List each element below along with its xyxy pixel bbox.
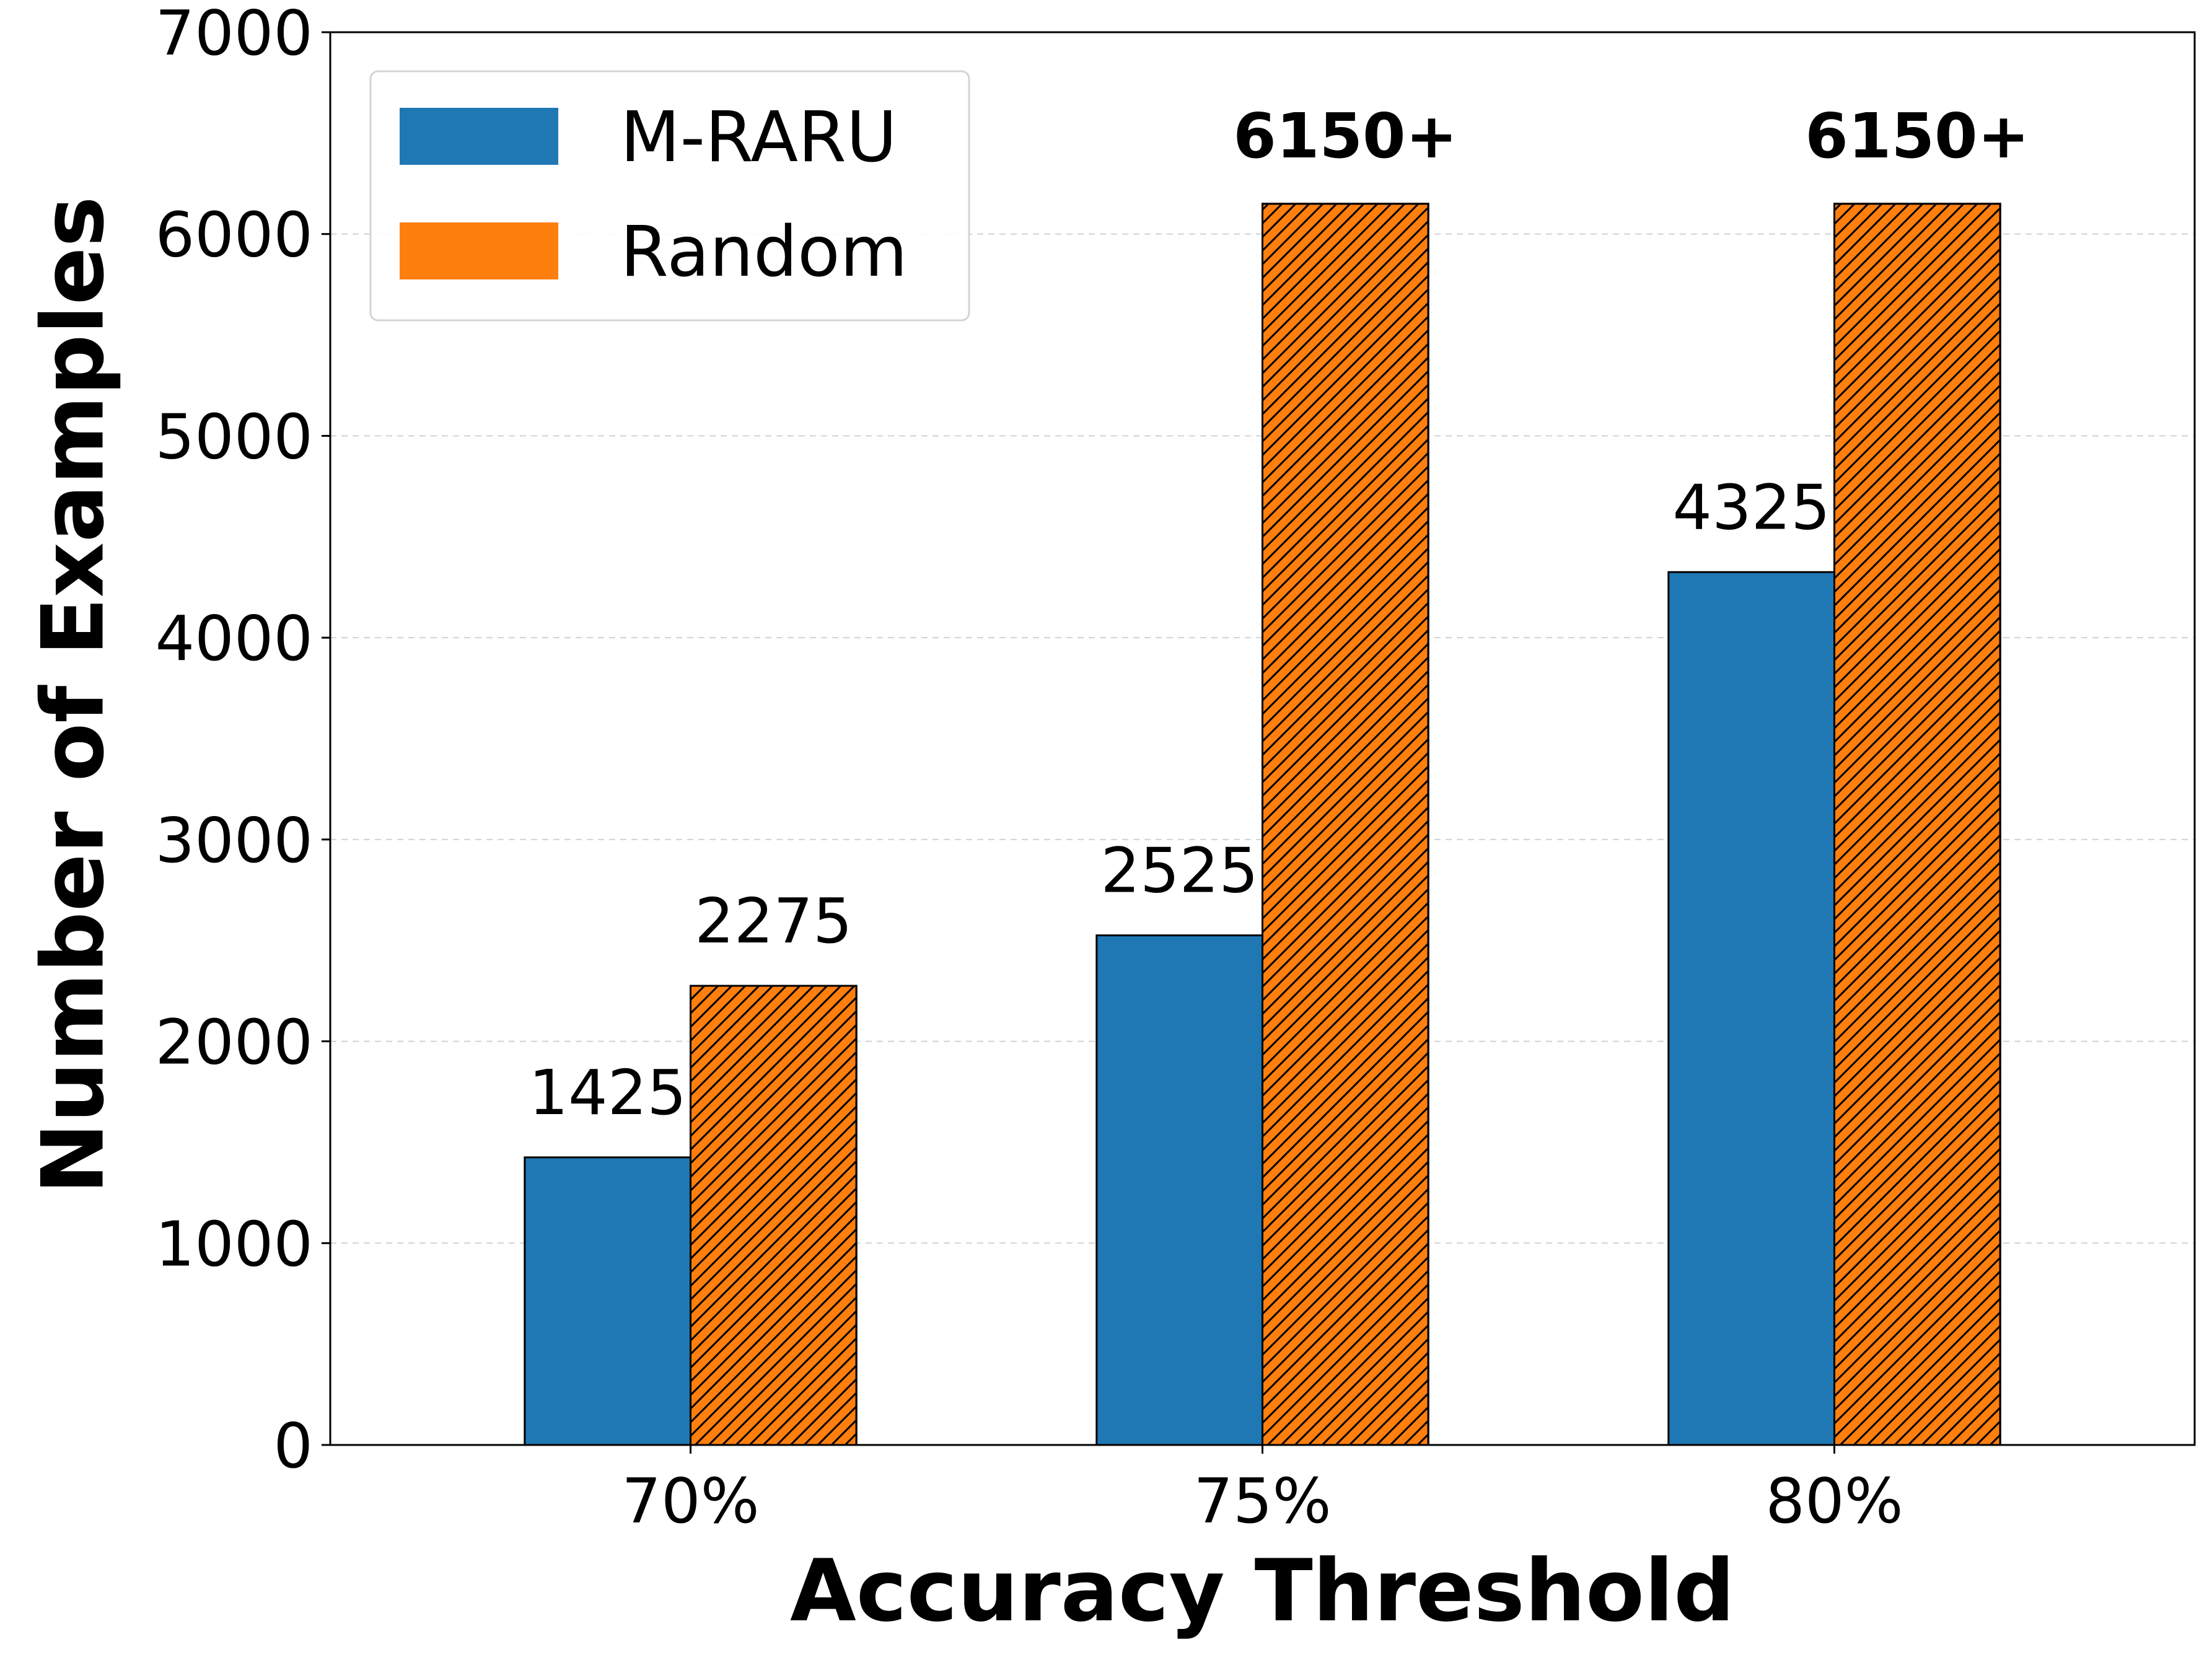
y-tick-label: 2000 bbox=[156, 1006, 314, 1079]
legend: M-RARU Random bbox=[369, 70, 970, 322]
bar-m-raru bbox=[1667, 571, 1836, 1446]
bar-hatch-random bbox=[1833, 203, 2001, 1446]
x-axis-title: Accuracy Threshold bbox=[790, 1541, 1735, 1641]
bar-value-label: 2275 bbox=[695, 885, 853, 957]
bars bbox=[524, 203, 2001, 1446]
legend-swatch-m-raru bbox=[400, 108, 558, 165]
bar-value-label: 2525 bbox=[1100, 835, 1258, 907]
x-tick-label: 75% bbox=[1193, 1465, 1331, 1537]
bar-value-label: 6150+ bbox=[1233, 100, 1457, 172]
bar-value-label: 1425 bbox=[529, 1056, 687, 1129]
legend-label-m-raru: M-RARU bbox=[620, 97, 897, 178]
bar-value-label: 4325 bbox=[1672, 471, 1830, 543]
bar-labels: 1425 2525 4325 2275 6150+ 6150+ bbox=[529, 100, 2029, 1129]
y-tick-label: 3000 bbox=[156, 804, 314, 877]
x-tick-label: 80% bbox=[1765, 1465, 1903, 1537]
y-tick-label: 4000 bbox=[156, 602, 314, 675]
x-tick-label: 70% bbox=[621, 1465, 759, 1537]
legend-label-random: Random bbox=[620, 212, 908, 292]
bar-hatch-random bbox=[1262, 203, 1429, 1446]
legend-swatch-random bbox=[400, 222, 558, 279]
y-tick-label: 1000 bbox=[156, 1208, 314, 1280]
bar-m-raru bbox=[1095, 934, 1264, 1446]
y-axis-title: Number of Examples bbox=[24, 196, 123, 1195]
y-tick-label: 5000 bbox=[156, 400, 314, 473]
bar-m-raru bbox=[524, 1156, 691, 1446]
bar-hatch-random bbox=[689, 985, 858, 1446]
y-tick-label: 7000 bbox=[156, 0, 314, 69]
y-tick-label: 6000 bbox=[156, 199, 314, 271]
axis-ticks: 0 1000 2000 3000 4000 5000 6000 7000 70% 75% 80% bbox=[156, 0, 1903, 1537]
y-tick-label: 0 bbox=[273, 1410, 313, 1482]
bar-value-label: 6150+ bbox=[1805, 100, 2029, 172]
